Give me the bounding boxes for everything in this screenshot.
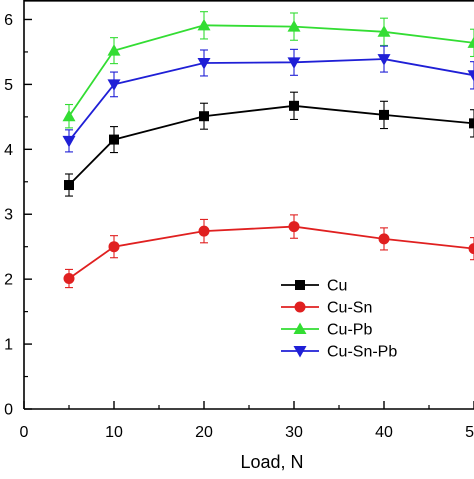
series-cu — [64, 92, 474, 196]
data-point — [289, 101, 299, 111]
data-point — [468, 70, 474, 82]
legend-label: Cu-Pb — [327, 322, 372, 339]
x-tick-label: 50 — [465, 424, 474, 441]
data-point — [109, 135, 119, 145]
y-tick-label: 5 — [4, 77, 13, 94]
legend-item: Cu-Sn — [281, 300, 372, 317]
x-axis-title: Load, N — [240, 452, 303, 472]
data-point — [379, 110, 389, 120]
legend-label: Cu-Sn-Pb — [327, 344, 397, 361]
legend-label: Cu-Sn — [327, 300, 372, 317]
series-layer — [63, 12, 474, 288]
series-line — [69, 25, 474, 116]
data-point — [64, 180, 74, 190]
data-point — [199, 226, 210, 237]
y-tick-label: 0 — [4, 402, 13, 419]
data-point — [379, 233, 390, 244]
x-tick-label: 30 — [285, 424, 303, 441]
y-tick-label: 1 — [4, 337, 13, 354]
legend-marker — [295, 280, 305, 290]
x-tick-label: 20 — [195, 424, 213, 441]
legend-marker — [295, 302, 306, 313]
legend-item: Cu — [281, 278, 347, 295]
legend-item: Cu-Sn-Pb — [281, 344, 397, 361]
data-point — [199, 111, 209, 121]
axes: 0 10 20 30 40 50 0 1 2 3 4 5 6 — [4, 0, 474, 441]
data-point — [469, 118, 474, 128]
x-tick-label: 10 — [105, 424, 123, 441]
y-tick-label: 3 — [4, 207, 13, 224]
y-tick-label: 2 — [4, 272, 13, 289]
x-tick-label: 40 — [375, 424, 393, 441]
data-point — [63, 110, 76, 122]
legend-item: Cu-Pb — [281, 322, 372, 339]
legend: Cu Cu-Sn Cu-Pb Cu-Sn-Pb — [281, 278, 397, 361]
data-point — [64, 273, 75, 284]
y-tick-label: 4 — [4, 142, 13, 159]
legend-label: Cu — [327, 278, 347, 295]
series-line — [69, 227, 474, 279]
series-line — [69, 106, 474, 185]
data-point — [63, 136, 76, 148]
x-tick-label: 0 — [20, 424, 29, 441]
y-tick-label: 6 — [4, 12, 13, 29]
series-line — [69, 59, 474, 141]
series-cu-pb — [63, 12, 474, 128]
series-cu-sn — [64, 215, 474, 288]
data-point — [469, 243, 474, 254]
data-point — [289, 221, 300, 232]
data-point — [109, 241, 120, 252]
